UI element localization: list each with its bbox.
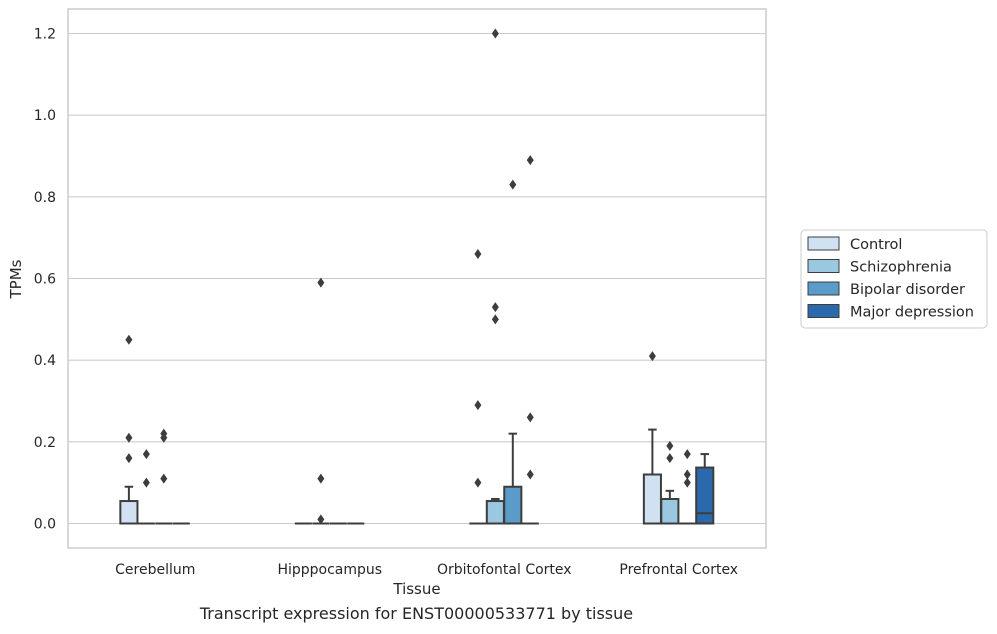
legend-label: Control: [850, 237, 902, 253]
box-group: [695, 453, 715, 525]
legend-swatch: [807, 259, 840, 273]
outlier-point: [526, 412, 534, 423]
box: [660, 498, 680, 525]
box-group: [119, 334, 139, 525]
x-tick-label: Hipppocampus: [277, 562, 382, 578]
outlier-point: [125, 453, 133, 464]
box-group: [312, 277, 330, 525]
outlier-point: [160, 473, 168, 484]
chart-title: Transcript expression for ENST0000053377…: [199, 604, 634, 623]
y-axis-label: TPMs: [7, 259, 25, 299]
x-tick-label: Orbitofontal Cortex: [437, 562, 572, 578]
outlier-point: [491, 28, 499, 39]
outlier-point: [317, 473, 325, 484]
legend-box: [800, 229, 988, 329]
outlier-point: [142, 449, 150, 460]
outlier-point: [474, 477, 482, 488]
outlier-point: [683, 449, 691, 460]
box-group: [642, 351, 662, 525]
outlier-point: [160, 432, 168, 443]
y-tick-label: 0.6: [34, 272, 56, 288]
gridlines: [67, 8, 767, 549]
outlier-point: [491, 314, 499, 325]
box-group: [137, 449, 155, 525]
x-tick-label: Prefrontal Cortex: [619, 562, 738, 578]
outlier-point: [683, 477, 691, 488]
y-tick-labels: 0.0 0.2 0.4 0.6 0.8 1.0 1.2: [34, 27, 56, 533]
y-tick-label: 0.4: [34, 353, 56, 369]
outlier-point: [125, 432, 133, 443]
box-group: [521, 155, 539, 525]
plot-frame: [67, 8, 767, 549]
outlier-point: [317, 277, 325, 288]
outlier-point: [317, 514, 325, 525]
outlier-point: [666, 440, 674, 451]
box-group: [469, 249, 487, 525]
box: [503, 485, 523, 525]
y-tick-label: 0.2: [34, 435, 56, 451]
outlier-point: [526, 155, 534, 166]
legend-swatch: [807, 304, 840, 318]
box-group: [485, 28, 505, 525]
outlier-point: [666, 453, 674, 464]
y-tick-label: 1.2: [34, 27, 56, 43]
x-tick-labels: Cerebellum Hipppocampus Orbitofontal Corte…: [115, 562, 738, 578]
outlier-point: [648, 351, 656, 362]
box-group: [678, 449, 696, 525]
outlier-point: [474, 400, 482, 411]
outlier-point: [474, 249, 482, 259]
outlier-point: [509, 179, 517, 190]
y-tick-label: 1.0: [34, 108, 56, 124]
legend-label: Major depression: [850, 305, 974, 321]
x-tick-label: Cerebellum: [115, 562, 195, 578]
box-group: [660, 440, 680, 525]
box-group: [155, 428, 173, 525]
legend-label: Schizophrenia: [850, 260, 952, 276]
x-axis-label: Tissue: [392, 580, 440, 598]
legend-label: Bipolar disorder: [850, 282, 965, 298]
outlier-point: [491, 302, 499, 313]
outlier-point: [142, 477, 150, 488]
outlier-point: [526, 469, 534, 480]
box: [695, 466, 715, 525]
box: [485, 500, 505, 525]
box: [119, 500, 139, 525]
legend-swatch: [807, 236, 840, 251]
legend: Control Schizophrenia Bipolar disorder Majo…: [800, 229, 988, 329]
y-tick-label: 0.8: [34, 190, 56, 206]
legend-swatch: [807, 281, 840, 296]
y-tick-label: 0.0: [34, 517, 56, 533]
outlier-point: [125, 334, 133, 345]
outlier-point: [683, 469, 691, 480]
box-group: [503, 179, 523, 525]
box: [642, 473, 662, 525]
boxes: [119, 28, 715, 525]
